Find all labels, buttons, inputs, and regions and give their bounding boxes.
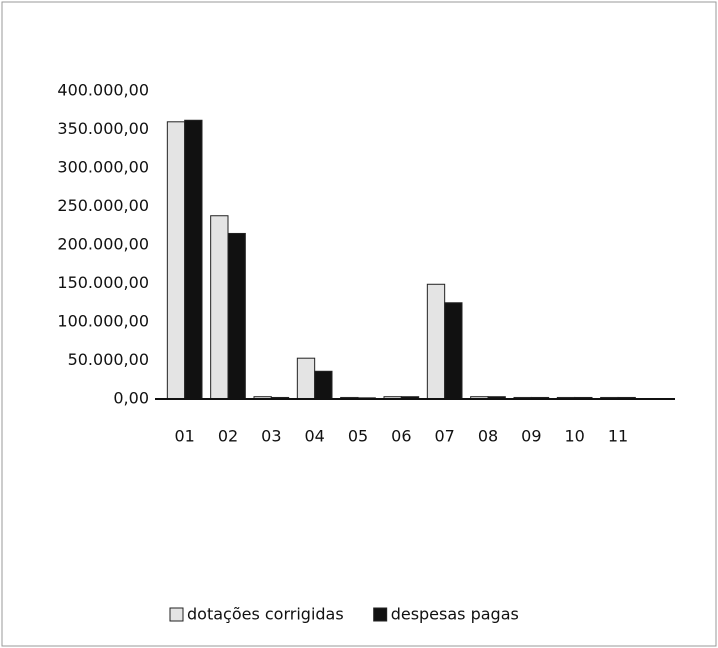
x-tick-label: 06: [391, 427, 411, 446]
y-tick-label: 100.000,00: [57, 312, 149, 331]
y-tick-label: 0,00: [113, 389, 149, 408]
x-tick-label: 01: [174, 427, 194, 446]
bar: [166, 121, 186, 400]
x-tick-label: 10: [564, 427, 584, 446]
legend-swatch: [169, 607, 184, 622]
y-tick-label: 150.000,00: [57, 273, 149, 292]
x-tick-label: 07: [434, 427, 454, 446]
y-tick-label: 400.000,00: [57, 81, 149, 100]
bar: [210, 215, 229, 400]
x-tick-label: 04: [304, 427, 324, 446]
bar: [314, 370, 333, 400]
bar: [296, 357, 316, 400]
bar: [426, 283, 446, 400]
x-tick-label: 05: [348, 427, 368, 446]
x-tick-label: 11: [608, 427, 628, 446]
bar: [444, 302, 463, 400]
x-tick-label: 03: [261, 427, 281, 446]
legend-swatch: [373, 607, 388, 622]
x-tick-label: 08: [478, 427, 498, 446]
y-tick-label: 250.000,00: [57, 196, 149, 215]
legend-label: dotações corrigidas: [187, 605, 344, 624]
bar: [227, 232, 246, 400]
y-tick-label: 300.000,00: [57, 158, 149, 177]
y-tick-label: 350.000,00: [57, 119, 149, 138]
y-tick-label: 50.000,00: [68, 350, 149, 369]
bar: [184, 119, 203, 400]
y-tick-label: 200.000,00: [57, 235, 149, 254]
legend-label: despesas pagas: [391, 605, 519, 624]
x-tick-label: 02: [218, 427, 238, 446]
x-tick-label: 09: [521, 427, 541, 446]
